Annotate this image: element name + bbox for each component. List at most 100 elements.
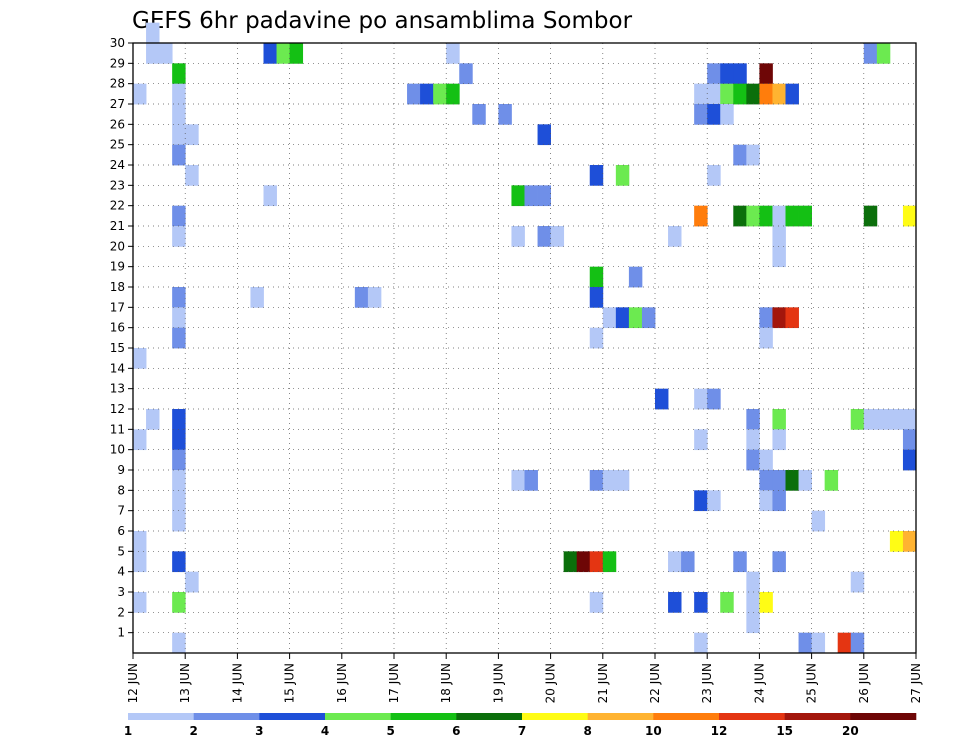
x-tick-label: 19 JUN: [491, 663, 505, 703]
heatmap-cell: [720, 83, 734, 105]
y-tick-label: 17: [110, 300, 125, 314]
x-tick-label: 22 JUN: [648, 663, 662, 703]
y-tick-label: 10: [110, 443, 125, 457]
heatmap-cell: [172, 470, 186, 491]
x-tick-label: 24 JUN: [752, 663, 766, 703]
heatmap-cell: [420, 83, 434, 105]
heatmap-cell: [537, 226, 551, 247]
heatmap-cell: [707, 388, 721, 410]
heatmap-cell: [172, 632, 186, 654]
heatmap-cell: [759, 63, 773, 85]
heatmap-cell: [746, 612, 760, 634]
y-tick-label: 30: [110, 36, 125, 50]
x-tick-label: 12 JUN: [126, 663, 140, 703]
colorbar-label: 8: [583, 724, 591, 738]
heatmap-cell: [172, 490, 186, 512]
chart-title: GEFS 6hr padavine po ansamblima Sombor: [132, 8, 633, 34]
heatmap-cell: [850, 409, 865, 430]
heatmap-cell: [172, 307, 186, 329]
heatmap-cell: [172, 287, 186, 308]
heatmap-cell: [759, 205, 773, 227]
heatmap-cell: [263, 185, 277, 207]
heatmap-cell: [185, 124, 199, 146]
heatmap-cell: [772, 205, 786, 227]
colorbar-swatch: [128, 713, 194, 720]
heatmap-cell: [615, 470, 630, 491]
heatmap-cell: [902, 531, 917, 552]
heatmap-cell: [694, 632, 708, 654]
heatmap-cell: [902, 409, 917, 430]
heatmap-cell: [772, 83, 786, 105]
heatmap-cell: [707, 63, 721, 85]
heatmap-cell: [185, 165, 199, 186]
heatmap-cell: [759, 592, 773, 613]
heatmap-cell: [850, 571, 865, 593]
heatmap-cell: [628, 307, 643, 329]
heatmap-cell: [772, 470, 786, 491]
y-tick-label: 6: [117, 524, 125, 538]
heatmap-cell: [276, 43, 290, 64]
heatmap-cell: [720, 63, 734, 85]
colorbar-swatch: [259, 713, 326, 720]
heatmap-cell: [602, 307, 617, 329]
heatmap-cell: [172, 83, 186, 105]
heatmap-cell: [550, 226, 565, 247]
y-tick-label: 28: [110, 77, 125, 91]
heatmap-cell: [511, 470, 525, 491]
heatmap-cell: [694, 429, 708, 451]
heatmap-cell: [681, 551, 695, 573]
y-tick-label: 27: [110, 97, 125, 111]
heatmap-cell: [668, 592, 682, 613]
heatmap-cell: [524, 470, 538, 491]
x-tick-label: 23 JUN: [700, 663, 714, 703]
heatmap-cell: [772, 246, 786, 268]
y-tick-label: 8: [117, 483, 125, 497]
heatmap-cell: [746, 429, 760, 451]
heatmap-cell: [172, 592, 186, 613]
colorbar-swatch: [522, 713, 588, 720]
heatmap-cell: [146, 409, 160, 430]
heatmap-cell: [759, 83, 773, 105]
heatmap-cell: [615, 165, 630, 186]
heatmap-cell: [746, 592, 760, 613]
heatmap-cell: [133, 592, 147, 613]
heatmap-cell: [889, 409, 904, 430]
heatmap-cell: [902, 449, 917, 471]
x-tick-label: 25 JUN: [805, 663, 819, 703]
heatmap-cell: [589, 551, 604, 573]
heatmap-cell: [498, 104, 512, 125]
colorbar-swatch: [719, 713, 785, 720]
heatmap-cell: [133, 348, 147, 369]
heatmap-cell: [133, 531, 147, 552]
heatmap-cell: [746, 83, 760, 105]
y-tick-label: 26: [110, 117, 125, 131]
heatmap-cell: [589, 327, 604, 349]
heatmap-cell: [694, 388, 708, 410]
heatmap-cell: [876, 43, 891, 64]
heatmap-cell: [694, 83, 708, 105]
heatmap-cell: [785, 83, 799, 105]
heatmap-cell: [537, 185, 551, 207]
colorbar-swatch: [390, 713, 457, 720]
y-tick-label: 23: [110, 178, 125, 192]
y-tick-label: 7: [117, 504, 125, 518]
colorbar-swatch: [456, 713, 523, 720]
heatmap-cell: [798, 470, 812, 491]
heatmap-cell: [172, 63, 186, 85]
y-tick-label: 12: [110, 402, 125, 416]
heatmap-cell: [694, 205, 708, 227]
colorbar-label: 10: [645, 724, 662, 738]
x-tick-label: 13 JUN: [178, 663, 192, 703]
heatmap-cell: [172, 409, 186, 430]
heatmap-cell: [472, 104, 486, 125]
heatmap-cell: [772, 490, 786, 512]
heatmap-cell: [159, 43, 173, 64]
heatmap-cell: [733, 63, 747, 85]
heatmap-cell: [172, 226, 186, 247]
x-tick-label: 21 JUN: [596, 663, 610, 703]
y-tick-label: 11: [110, 422, 125, 436]
heatmap-cell: [746, 144, 760, 166]
heatmap-cell: [589, 266, 604, 288]
colorbar-label: 20: [842, 724, 859, 738]
heatmap-cell: [863, 205, 878, 227]
